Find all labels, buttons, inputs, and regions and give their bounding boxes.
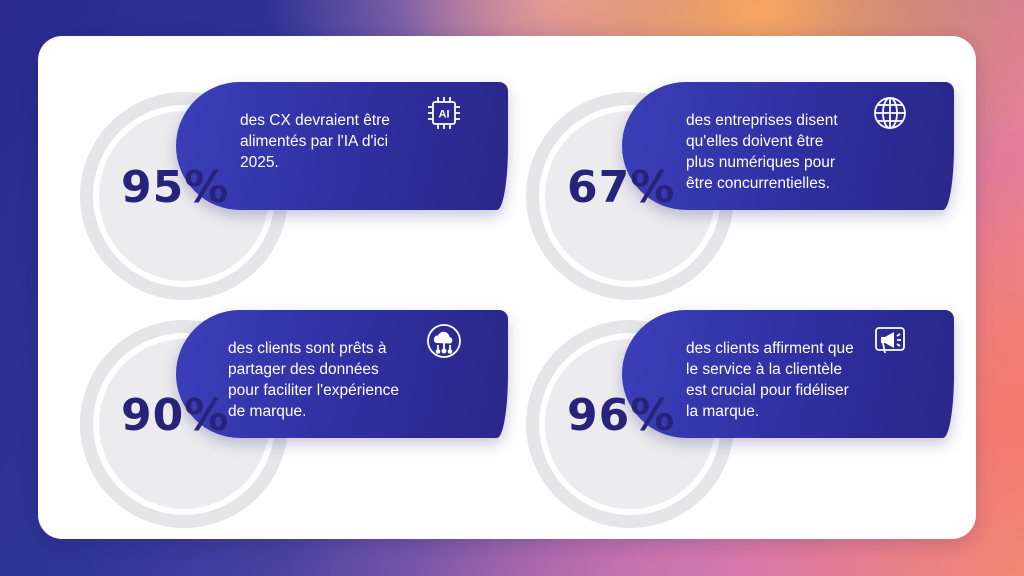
globe-icon: [870, 93, 910, 133]
ai-chip-icon: AI: [424, 93, 464, 133]
stat-banner: [622, 310, 954, 438]
stat-block-2: des entreprises disent qu'elles doivent …: [526, 82, 954, 312]
stat-percent: 67%: [567, 162, 676, 213]
stat-banner: [176, 310, 508, 438]
stat-description: des clients affirment que le service à l…: [686, 340, 854, 420]
stat-percent: 95%: [121, 162, 230, 213]
stat-block-3: des clients sont prêts à partager des do…: [80, 310, 508, 540]
stat-block-4: des clients affirment que le service à l…: [526, 310, 954, 540]
stat-description: des clients sont prêts à partager des do…: [228, 340, 399, 420]
stat-banner: [176, 82, 508, 210]
megaphone-icon: [870, 321, 910, 361]
stat-banner: [622, 82, 954, 210]
stats-card: des CX devraient être alimentés par l'IA…: [38, 36, 976, 539]
stat-percent: 96%: [567, 390, 676, 441]
cloud-network-icon: [424, 321, 464, 361]
ai-chip-label: AI: [439, 109, 450, 121]
stat-description: des entreprises disent qu'elles doivent …: [686, 112, 838, 192]
stat-block-1: des CX devraient être alimentés par l'IA…: [80, 82, 508, 312]
stat-percent: 90%: [121, 390, 230, 441]
stat-description: des CX devraient être alimentés par l'IA…: [240, 112, 390, 171]
